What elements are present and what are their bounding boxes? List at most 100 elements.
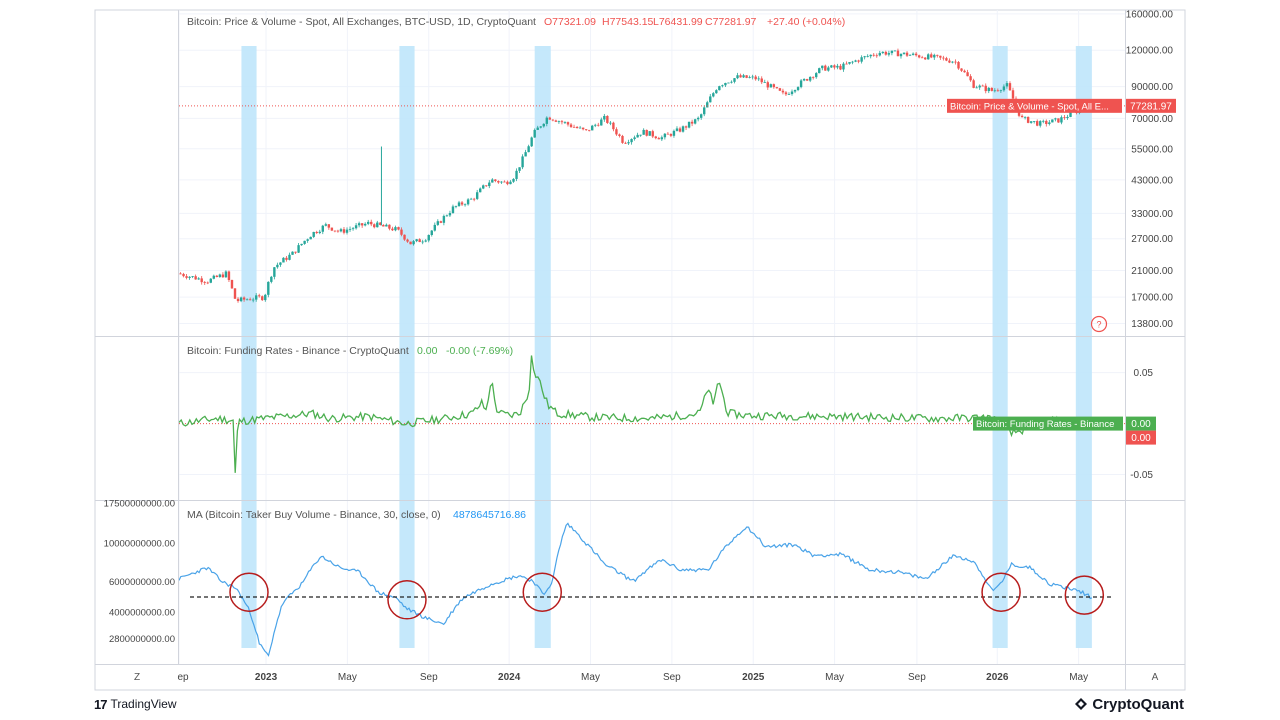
candle-body [321, 225, 324, 232]
candle-body [696, 117, 700, 120]
candle-body [1048, 122, 1051, 125]
candle-body [936, 54, 939, 56]
cryptoquant-mark-icon [1075, 698, 1088, 710]
price-tick-label: 160000.00 [1126, 9, 1174, 20]
auto-scale-button[interactable]: A [1152, 672, 1159, 683]
candle-body [594, 124, 597, 126]
candle-body [406, 239, 409, 242]
candle-body [836, 65, 839, 68]
candle-body [551, 119, 555, 121]
funding-series-label-box [973, 416, 1123, 431]
candle-body [621, 135, 624, 143]
ohlc-close: C77281.97 [705, 16, 757, 28]
candle-body [270, 276, 273, 282]
candle-body [533, 129, 536, 138]
candle-body [300, 243, 303, 246]
candle-body [954, 61, 957, 63]
candle-body [963, 70, 966, 73]
candle-body [878, 52, 881, 56]
price-tick-label: 70000.00 [1131, 114, 1173, 125]
candle-body [445, 215, 449, 217]
candle-body [273, 267, 276, 277]
candle-body [475, 192, 479, 199]
candle-body [391, 228, 394, 231]
candle-body [488, 182, 491, 187]
candle-body [245, 299, 249, 301]
candle-body [660, 137, 664, 140]
candle-body [1069, 111, 1072, 117]
candle-body [258, 295, 261, 297]
candle-body [606, 115, 609, 123]
candle-body [236, 298, 240, 302]
candle-body [666, 133, 670, 135]
candle-body [479, 188, 482, 193]
candle-body [627, 142, 630, 144]
candle-body [845, 63, 848, 65]
candle-body [890, 50, 894, 54]
candle-body [990, 87, 994, 91]
candle-body [748, 77, 751, 79]
candle-body [363, 223, 367, 226]
candle-body [312, 231, 315, 237]
candle-body [367, 221, 370, 224]
candle-body [485, 185, 488, 187]
candle-body [370, 221, 373, 225]
candle-body [233, 288, 237, 299]
candle-body [554, 120, 558, 122]
x-tick-label: 2024 [498, 672, 521, 683]
candle-body [188, 276, 191, 278]
candle-body [778, 88, 782, 91]
candle-body [591, 125, 594, 131]
x-tick-label: 2025 [742, 672, 765, 683]
candle-body [360, 223, 364, 226]
ohlc-change: +27.40 (+0.04%) [767, 16, 845, 28]
candle-body [491, 179, 494, 183]
candle-body [439, 221, 443, 223]
candle-body [503, 181, 506, 183]
candle-body [745, 75, 748, 78]
candle-body [539, 126, 542, 128]
candle-body [563, 122, 567, 123]
candle-body [760, 78, 763, 83]
candle-body [824, 65, 827, 71]
candle-body [524, 152, 527, 157]
candle-body [911, 53, 915, 55]
ohlc-low: L76431.99 [653, 16, 703, 28]
candle-body [636, 134, 639, 138]
tradingview-mark-icon: 17 [94, 696, 108, 712]
candle-body [772, 84, 776, 88]
candle-body [536, 127, 539, 130]
candle-body [805, 79, 809, 81]
candle-body [427, 234, 430, 241]
candle-body [436, 221, 440, 225]
candle-body [418, 239, 421, 243]
candle-body [818, 68, 821, 74]
candle-body [902, 52, 906, 54]
price-pane-title: Bitcoin: Price & Volume - Spot, All Exch… [187, 16, 536, 28]
candle-body [215, 275, 219, 277]
candle-body [206, 282, 209, 284]
chart-panes: Bitcoin: Price & Volume - Spot, All E...… [178, 48, 1176, 657]
candle-body [796, 87, 800, 91]
candle-body [203, 282, 206, 283]
candle-body [884, 51, 888, 55]
zoom-button[interactable]: Z [134, 672, 140, 683]
candle-body [430, 230, 433, 235]
candle-body [917, 55, 921, 58]
funding-tick-label: 0.05 [1134, 368, 1154, 379]
highlight-circle [981, 572, 1021, 612]
help-icon[interactable] [1090, 315, 1108, 333]
candle-body [442, 215, 446, 223]
candle-body [699, 114, 703, 118]
candle-body [684, 126, 688, 128]
candle-body [751, 76, 754, 78]
candle-body [972, 80, 975, 88]
candle-body [1039, 121, 1042, 126]
volume-tick-label: 4000000000.00 [109, 607, 175, 618]
candle-body [908, 54, 912, 56]
candle-body [376, 222, 379, 228]
candle-body [185, 276, 188, 278]
funding-series [178, 355, 1088, 473]
candle-body [881, 51, 885, 53]
highlight-circle [1064, 575, 1105, 615]
